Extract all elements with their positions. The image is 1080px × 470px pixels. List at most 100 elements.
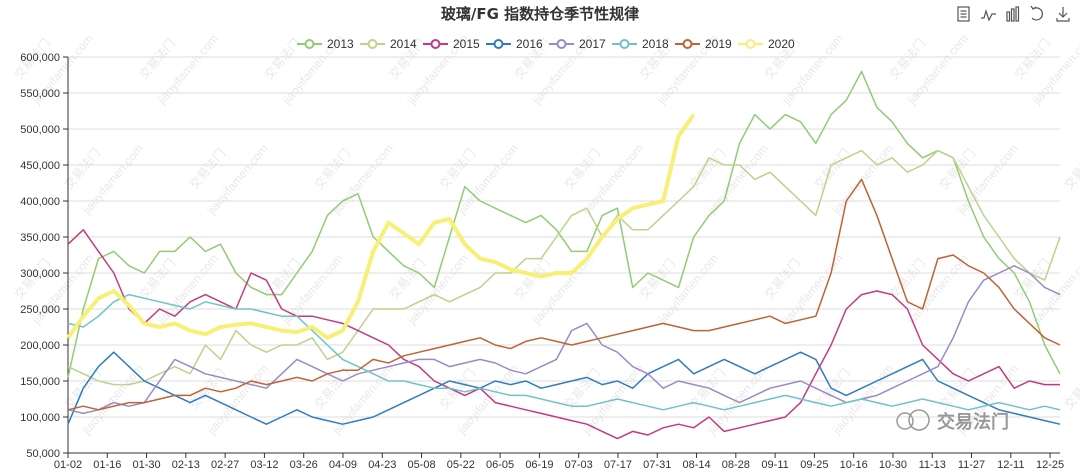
x-tick-label: 07-31: [643, 459, 671, 470]
legend-marker: [745, 39, 756, 49]
x-tick-label: 04-09: [329, 459, 357, 470]
y-tick-label: 300,000: [20, 268, 60, 280]
y-tick-label: 100,000: [20, 412, 60, 424]
legend-item-2016[interactable]: 2016: [486, 37, 543, 51]
series-line-2016[interactable]: [67, 351, 1061, 425]
x-tick-label: 12-25: [1036, 459, 1064, 470]
watermark-text: 交易法门: [436, 146, 478, 192]
watermark-text: 交易法门: [1011, 36, 1053, 82]
data-view-icon[interactable]: [957, 6, 970, 22]
watermark-text: 交易法门: [186, 146, 228, 192]
legend-item-2018[interactable]: 2018: [612, 37, 669, 51]
y-tick-label: 250,000: [20, 304, 60, 316]
legend-item-2017[interactable]: 2017: [549, 37, 606, 51]
logo-text: 交易法门: [937, 411, 1009, 432]
legend-marker: [493, 39, 504, 49]
watermark-text: 交易法门: [61, 146, 103, 192]
x-tick-label: 05-08: [407, 459, 435, 470]
chart-title: 玻璃/FG 指数持仓季节性规律: [441, 5, 639, 23]
line-chart-icon[interactable]: [981, 8, 996, 22]
x-tick-label: 12-11: [997, 459, 1024, 470]
legend-label: 2013: [327, 37, 354, 51]
legend-marker: [430, 39, 441, 49]
watermark-text: 交易法门: [761, 256, 803, 302]
y-tick-label: 450,000: [20, 160, 60, 172]
legend-marker: [619, 39, 630, 49]
y-tick-label: 500,000: [20, 124, 60, 136]
x-tick-label: 06-19: [525, 459, 553, 470]
legend-marker: [682, 39, 693, 49]
watermark-text: 交易法门: [511, 256, 553, 302]
bar-chart-icon[interactable]: [1006, 6, 1020, 22]
series-line-2014[interactable]: [67, 149, 1061, 386]
series-line-2013[interactable]: [67, 70, 1061, 378]
restore-icon[interactable]: [1030, 5, 1043, 21]
watermark-text: 交易法门: [886, 36, 928, 82]
chart-legend[interactable]: 2013 2014 2015 2016 2017 2018 2019 2020: [297, 37, 795, 51]
legend-label: 2017: [579, 37, 606, 51]
x-tick-label: 09-11: [761, 459, 788, 470]
watermark-text: 交易法门: [386, 256, 428, 302]
x-tick-label: 05-22: [447, 459, 475, 470]
y-tick-label: 550,000: [20, 88, 60, 100]
y-tick-label: 150,000: [20, 376, 60, 388]
x-tick-label: 08-14: [682, 459, 710, 470]
watermark-text: 交易法门: [561, 146, 603, 192]
x-tick-label: 06-05: [486, 459, 514, 470]
watermark-text: 交易法门: [311, 146, 353, 192]
legend-item-2015[interactable]: 2015: [423, 37, 480, 51]
watermark-text: 交易法门: [936, 366, 978, 412]
y-tick-label: 400,000: [20, 196, 60, 208]
brand-logo: 交易法门: [896, 409, 1009, 432]
series-layer: [66, 70, 1061, 440]
x-tick-label: 11-27: [958, 459, 985, 470]
watermark-text: 交易法门: [136, 36, 178, 82]
x-tick-label: 01-30: [132, 459, 160, 470]
chart-toolbar[interactable]: [957, 5, 1070, 22]
watermark-text: 交易法门: [811, 146, 853, 192]
series-line-2019[interactable]: [67, 178, 1061, 411]
x-tick-label: 02-13: [172, 459, 200, 470]
legend-label: 2018: [642, 37, 669, 51]
watermark-text: 交易法门: [1061, 366, 1080, 412]
watermark-text: 交易法门: [686, 146, 728, 192]
legend-item-2020[interactable]: 2020: [738, 37, 795, 51]
watermark-text: 交易法门: [1061, 146, 1080, 192]
legend-label: 2016: [516, 37, 543, 51]
y-axis: 50,000 100,000 150,000 200,000 250,000 300,00…: [20, 52, 69, 460]
series-line-2017[interactable]: [67, 265, 1061, 415]
legend-label: 2015: [453, 37, 480, 51]
x-tick-label: 03-12: [250, 459, 278, 470]
legend-marker: [367, 39, 378, 49]
x-axis: 01-02 01-16 01-30 02-13 02-27 03-12 03-26 04-09…: [54, 452, 1064, 470]
y-tick-label: 200,000: [20, 340, 60, 352]
legend-label: 2020: [768, 37, 795, 51]
legend-label: 2014: [390, 37, 417, 51]
watermark-text: 交易法门: [261, 36, 303, 82]
legend-marker: [304, 39, 315, 49]
x-tick-label: 03-26: [290, 459, 318, 470]
x-tick-label: 11-13: [919, 459, 946, 470]
legend-item-2019[interactable]: 2019: [675, 37, 732, 51]
y-tick-label: 350,000: [20, 232, 60, 244]
x-tick-label: 04-23: [368, 459, 396, 470]
x-tick-label: 10-30: [879, 459, 907, 470]
x-tick-label: 08-28: [722, 459, 750, 470]
x-tick-label: 07-03: [565, 459, 593, 470]
grid-lines: [68, 56, 1060, 454]
legend-marker: [556, 39, 567, 49]
series-line-2018[interactable]: [67, 293, 1061, 411]
download-icon[interactable]: [1056, 7, 1070, 22]
y-tick-label: 50,000: [26, 448, 60, 460]
x-tick-label: 09-25: [800, 459, 828, 470]
x-tick-label: 10-16: [840, 459, 868, 470]
legend-item-2013[interactable]: 2013: [297, 37, 354, 51]
x-tick-label: 01-16: [93, 459, 121, 470]
series-line-2020[interactable]: [66, 113, 696, 340]
legend-label: 2019: [705, 37, 732, 51]
x-tick-label: 02-27: [211, 459, 239, 470]
x-tick-label: 01-02: [54, 459, 82, 470]
legend-item-2014[interactable]: 2014: [360, 37, 417, 51]
